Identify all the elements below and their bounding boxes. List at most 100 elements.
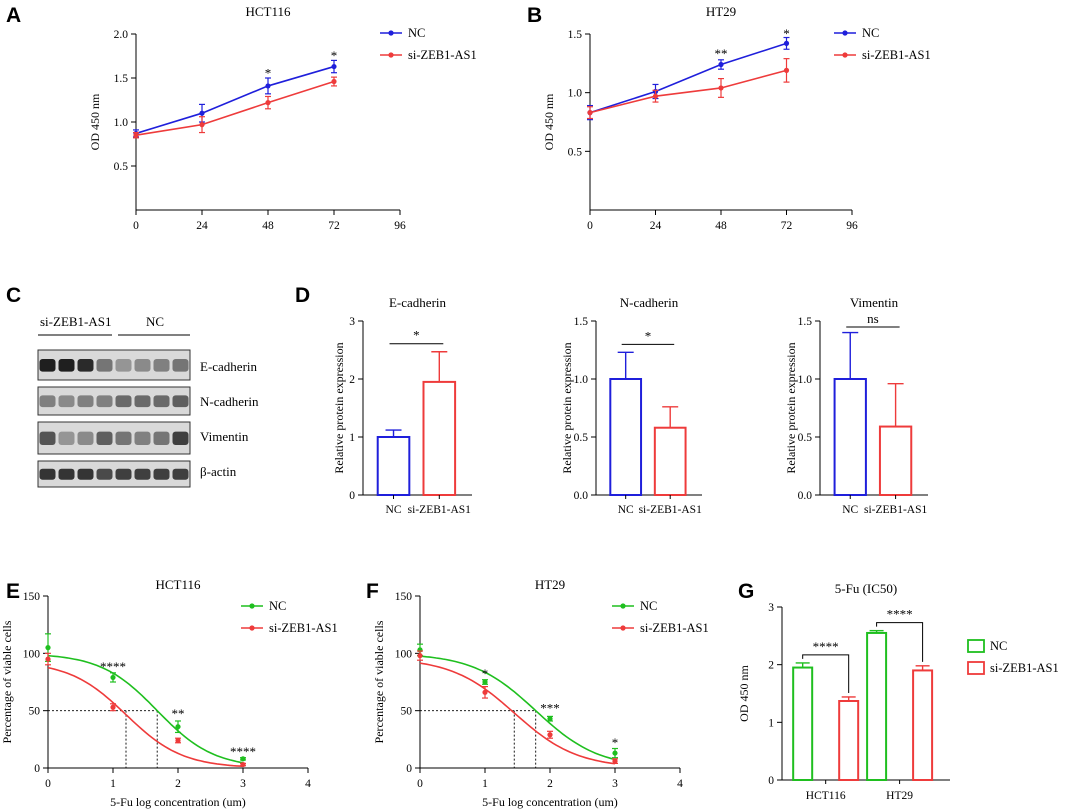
chart-panel-a: 0 24 48 72 96 0.5 1.0 1.5 2.0 HCT116 OD 450 nm * * NC…	[88, 4, 477, 232]
y-tick-label: 1.0	[798, 374, 813, 386]
x-tick-label: NC	[386, 504, 402, 516]
legend-marker	[249, 603, 255, 609]
legend-label: NC	[408, 26, 425, 40]
x-tick-label: 1	[482, 778, 488, 790]
y-tick-label: 2	[349, 374, 355, 386]
panel-letter-e: E	[6, 580, 20, 603]
y-tick-label: 50	[29, 706, 41, 718]
blot-band	[134, 395, 151, 408]
blot-band	[134, 359, 151, 372]
blot-group-label-nc: NC	[146, 314, 164, 329]
y-axis-label: OD 450 nm	[737, 665, 751, 722]
x-tick-label: 0	[417, 778, 423, 790]
significance-label: ****	[887, 607, 913, 622]
blot-strip-1	[37, 386, 191, 416]
significance-label: ns	[867, 311, 879, 326]
legend-marker	[249, 625, 255, 631]
blot-band	[153, 431, 170, 446]
blot-strip-3	[37, 460, 191, 488]
legend-marker	[388, 30, 394, 36]
fit-curve-0	[419, 655, 616, 761]
y-tick-label: 1	[768, 717, 774, 729]
x-tick-label: NC	[618, 504, 634, 516]
blot-band	[172, 431, 189, 446]
y-tick-label: 0.0	[798, 490, 813, 502]
blot-band	[153, 468, 170, 480]
significance-label: ***	[540, 700, 560, 715]
significance-bracket	[876, 622, 924, 662]
blot-band	[58, 431, 75, 446]
data-point-si-zeb1-as1	[110, 704, 116, 710]
blot-band-label-ncad: N-cadherin	[200, 394, 259, 409]
x-tick-label: 24	[650, 220, 662, 232]
y-tick-label: 0.5	[114, 161, 129, 173]
chart-panel-f: 0 1 2 3 4 0 50 100 150 HT29 Percentage of viable c…	[372, 577, 709, 809]
blot-band	[39, 395, 56, 408]
bar-nc	[376, 436, 411, 496]
x-tick-label: 0	[587, 220, 593, 232]
chart-title: HCT116	[245, 4, 291, 19]
y-axis-label: Percentage of viable cells	[0, 620, 14, 743]
legend-marker	[620, 625, 626, 631]
bar-si-zeb1-as1	[838, 699, 860, 781]
x-axis-label: 5-Fu log concentration (um)	[110, 795, 246, 809]
blot-band	[134, 431, 151, 446]
chart-title: Vimentin	[850, 295, 899, 310]
legend-label: si-ZEB1-AS1	[408, 48, 477, 62]
panel-letter-b: B	[527, 4, 542, 27]
x-tick-label: 24	[196, 220, 208, 232]
bar-nc	[609, 378, 643, 496]
legend-label: si-ZEB1-AS1	[640, 621, 709, 635]
blot-band-label-ecad: E-cadherin	[200, 359, 258, 374]
legend-label: si-ZEB1-AS1	[269, 621, 338, 635]
data-point-nc	[783, 40, 790, 46]
y-tick-label: 1.5	[798, 316, 813, 328]
data-point-nc	[547, 716, 553, 722]
x-tick-label: 1	[110, 778, 116, 790]
y-tick-label: 0.0	[574, 490, 589, 502]
x-axis-label: 5-Fu log concentration (um)	[482, 795, 618, 809]
chart-title: 5-Fu (IC50)	[835, 581, 897, 596]
blot-band	[77, 359, 94, 372]
y-tick-label: 1.0	[574, 374, 589, 386]
legend-marker	[388, 52, 394, 58]
legend-swatch	[967, 661, 985, 675]
legend-label: NC	[269, 599, 286, 613]
data-point-nc	[110, 674, 116, 681]
x-tick-label: 48	[715, 220, 727, 232]
blot-band	[58, 395, 75, 408]
y-tick-label: 1.0	[114, 117, 129, 129]
fit-curve-0	[47, 654, 244, 764]
blot-band	[172, 395, 189, 408]
x-tick-label: 72	[328, 220, 340, 232]
y-axis-label: Percentage of viable cells	[372, 620, 386, 743]
y-tick-label: 0.5	[568, 146, 583, 158]
x-tick-label: 0	[133, 220, 139, 232]
bar-nc	[833, 378, 867, 496]
significance-label: **	[172, 706, 185, 721]
panel-letter-a: A	[6, 4, 21, 27]
data-point-si-zeb1-as1	[417, 653, 423, 659]
significance-label: *	[331, 48, 338, 63]
data-point-si-zeb1-as1	[587, 110, 593, 116]
x-tick-label: 96	[394, 220, 406, 232]
legend-marker	[842, 30, 848, 36]
x-tick-label: 48	[262, 220, 274, 232]
data-point-si-zeb1-as1	[652, 93, 659, 99]
series-line-0	[589, 42, 787, 114]
blot-band	[77, 468, 94, 480]
chart-panel-e: 0 1 2 3 4 0 50 100 150 HCT116 Percentage of viable…	[0, 577, 338, 809]
blot-band	[58, 359, 75, 372]
chart-title: HT29	[706, 4, 736, 19]
y-tick-label: 150	[395, 591, 413, 603]
bar-si-zeb1-as1	[653, 426, 687, 496]
legend-label: si-ZEB1-AS1	[862, 48, 931, 62]
western-blot-panel: si-ZEB1-AS1 NC E-cadherin N-cadherin Vim…	[37, 314, 259, 488]
x-tick-label: NC	[842, 504, 858, 516]
data-point-nc	[482, 679, 488, 685]
y-tick-label: 1	[349, 432, 355, 444]
blot-band	[115, 468, 132, 480]
fit-curve-1	[47, 666, 244, 768]
